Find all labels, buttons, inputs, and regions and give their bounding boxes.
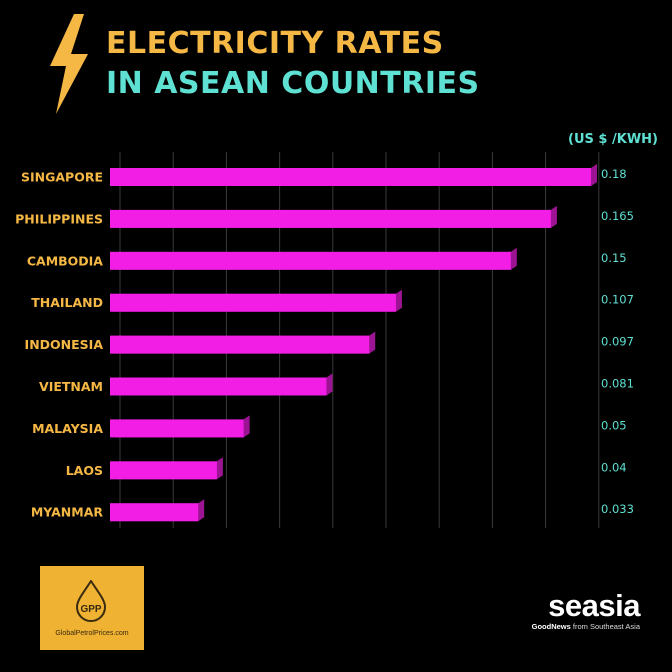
bar: [110, 461, 217, 480]
category-label: PHILIPPINES: [15, 211, 103, 226]
category-label: LAOS: [66, 463, 103, 478]
globalpetrolprices-logo: GPP GlobalPetrolPrices.com: [40, 566, 144, 650]
category-label: SINGAPORE: [21, 170, 103, 185]
value-label: 0.04: [601, 460, 627, 474]
category-label: MYANMAR: [31, 505, 104, 520]
seasia-brand: seasia GoodNews from Southeast Asia: [532, 588, 641, 632]
gpp-drop-icon: GPP: [75, 580, 107, 622]
bar: [110, 251, 511, 270]
bar: [110, 377, 327, 396]
brand-tag-rest: from Southeast Asia: [570, 622, 640, 631]
bar: [110, 209, 551, 228]
bar-chart: SINGAPORE 0.18 PHILIPPINES 0.165 CAMBODIA 0.1…: [15, 152, 634, 528]
category-label: THAILAND: [31, 295, 103, 310]
category-label: CAMBODIA: [27, 253, 103, 268]
bar: [110, 419, 244, 438]
gpp-logo-text: GPP: [80, 604, 101, 615]
value-label: 0.107: [601, 293, 634, 307]
lightning-bolt-icon: [50, 14, 88, 114]
bar: [110, 293, 396, 312]
category-label: MALAYSIA: [32, 421, 103, 436]
brand-name: seasia: [548, 588, 640, 623]
category-label: VIETNAM: [39, 379, 103, 394]
chart-title-line-2: IN ASEAN COUNTRIES: [106, 66, 480, 101]
bar: [110, 168, 591, 186]
brand-tagline: GoodNews from Southeast Asia: [532, 622, 640, 631]
value-label: 0.165: [601, 209, 634, 223]
value-label: 0.15: [601, 251, 627, 265]
value-label: 0.097: [601, 335, 634, 349]
bar: [110, 335, 370, 354]
unit-label: (US $ /KWH): [568, 132, 658, 147]
bar: [110, 503, 199, 522]
chart-title-line-1: ELECTRICITY RATES: [106, 26, 444, 61]
value-label: 0.033: [601, 502, 634, 516]
value-label: 0.18: [601, 167, 627, 181]
brand-tag-bold: GoodNews: [531, 622, 571, 631]
category-label: INDONESIA: [25, 337, 104, 352]
gpp-logo-url: GlobalPetrolPrices.com: [55, 630, 129, 637]
value-label: 0.05: [601, 418, 627, 432]
value-label: 0.081: [601, 377, 634, 391]
